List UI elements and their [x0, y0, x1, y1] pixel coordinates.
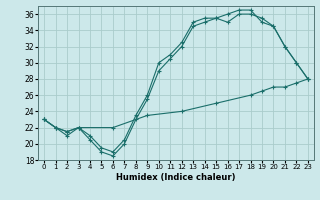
- X-axis label: Humidex (Indice chaleur): Humidex (Indice chaleur): [116, 173, 236, 182]
